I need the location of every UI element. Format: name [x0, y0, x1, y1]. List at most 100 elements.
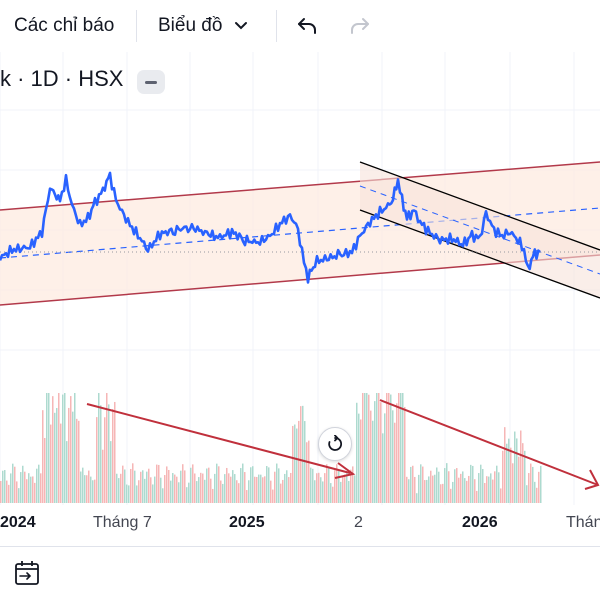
volume-bar [12, 463, 14, 503]
volume-bar [4, 470, 6, 503]
volume-bar [312, 468, 314, 503]
volume-bar [368, 394, 370, 503]
volume-bar [150, 477, 152, 503]
volume-bar [66, 441, 68, 503]
volume-bar [276, 463, 278, 503]
volume-bar [502, 450, 504, 503]
chevron-down-icon [235, 22, 248, 30]
volume-bar [190, 467, 192, 503]
regression-channel-lower [0, 254, 600, 306]
redo-icon[interactable] [348, 14, 372, 38]
volume-bar [540, 465, 542, 503]
volume-bar [342, 476, 344, 503]
volume-bar [146, 471, 148, 503]
volume-bar [174, 474, 176, 503]
volume-bar [62, 394, 64, 503]
reset-chart-button[interactable] [318, 427, 352, 461]
volume-bar [212, 488, 214, 503]
volume-bar [490, 473, 492, 503]
volume-bar [278, 468, 280, 503]
volume-bar [256, 476, 258, 503]
volume-bar [42, 410, 44, 503]
volume-bar [112, 409, 114, 503]
volume-bar [422, 466, 424, 503]
volume-bar [58, 393, 60, 503]
indicators-button[interactable]: Các chỉ báo [14, 15, 114, 37]
volume-bar [396, 403, 398, 503]
toolbar-divider [136, 10, 137, 42]
volume-bar [474, 479, 476, 503]
volume-bar [478, 473, 480, 503]
volume-bar [126, 484, 128, 503]
volume-bar [82, 467, 84, 503]
volume-bar [500, 488, 502, 503]
volume-bar [250, 467, 252, 503]
calendar-range-icon[interactable] [13, 559, 41, 587]
volume-bar [74, 393, 76, 503]
volume-bar [392, 410, 394, 503]
x-axis-label: 2024 [0, 514, 36, 531]
volume-bar [520, 430, 522, 503]
volume-bar [230, 476, 232, 503]
volume-bar [454, 469, 456, 503]
volume-bar [38, 464, 40, 503]
volume-bar [28, 473, 30, 503]
volume-bar [406, 476, 408, 503]
volume-bar [162, 488, 164, 503]
volume-bar [314, 480, 316, 503]
x-axis-label: 2025 [229, 514, 265, 531]
volume-bar [526, 485, 528, 503]
volume-bar [172, 473, 174, 503]
volume-bar [432, 475, 434, 503]
volume-bar [494, 471, 496, 503]
volume-bar [136, 485, 138, 503]
x-axis-label: Tháng 7 [93, 514, 152, 531]
volume-bar [106, 393, 108, 503]
volume-bar [242, 463, 244, 503]
volume-bar [196, 481, 198, 503]
volume-bar [308, 440, 310, 503]
volume-bar [180, 470, 182, 503]
volume-bar [484, 482, 486, 503]
volume-bar [26, 479, 28, 503]
volume-bar [294, 424, 296, 503]
volume-bar [18, 488, 20, 503]
symbol-legend[interactable]: k · 1D · HSX [0, 66, 124, 91]
price-chart[interactable] [0, 52, 600, 546]
volume-bar [414, 476, 416, 503]
volume-bar [134, 470, 136, 503]
volume-bar [394, 422, 396, 503]
chart-type-label: Biểu đồ [158, 15, 223, 36]
undo-icon[interactable] [295, 14, 319, 38]
chart-type-button[interactable]: Biểu đồ [158, 15, 248, 37]
volume-bar [120, 473, 122, 503]
volume-bar [16, 481, 18, 503]
volume-bar [218, 466, 220, 503]
volume-bar [330, 483, 332, 503]
volume-bar [238, 483, 240, 503]
price-line [0, 171, 541, 284]
volume-bar [340, 481, 342, 503]
volume-bar [320, 477, 322, 503]
volume-bar [348, 481, 350, 503]
volume-bar [302, 405, 304, 503]
volume-bar [364, 393, 366, 503]
volume-bar [402, 393, 404, 503]
volume-bar [510, 447, 512, 503]
collapse-legend-button[interactable] [137, 70, 165, 94]
volume-bar [56, 408, 58, 503]
volume-bar [234, 474, 236, 503]
volume-bar [404, 406, 406, 503]
volume-bar [148, 468, 150, 503]
volume-bar [480, 464, 482, 503]
volume-bar [280, 483, 282, 503]
volume-bar [220, 480, 222, 503]
volume-bar [274, 471, 276, 503]
volume-bar [240, 468, 242, 503]
volume-bar [354, 475, 356, 503]
volume-bar [496, 465, 498, 503]
volume-bar [98, 393, 100, 503]
regression-channel-upper [0, 161, 600, 211]
volume-bar [244, 472, 246, 503]
volume-bar [158, 464, 160, 503]
